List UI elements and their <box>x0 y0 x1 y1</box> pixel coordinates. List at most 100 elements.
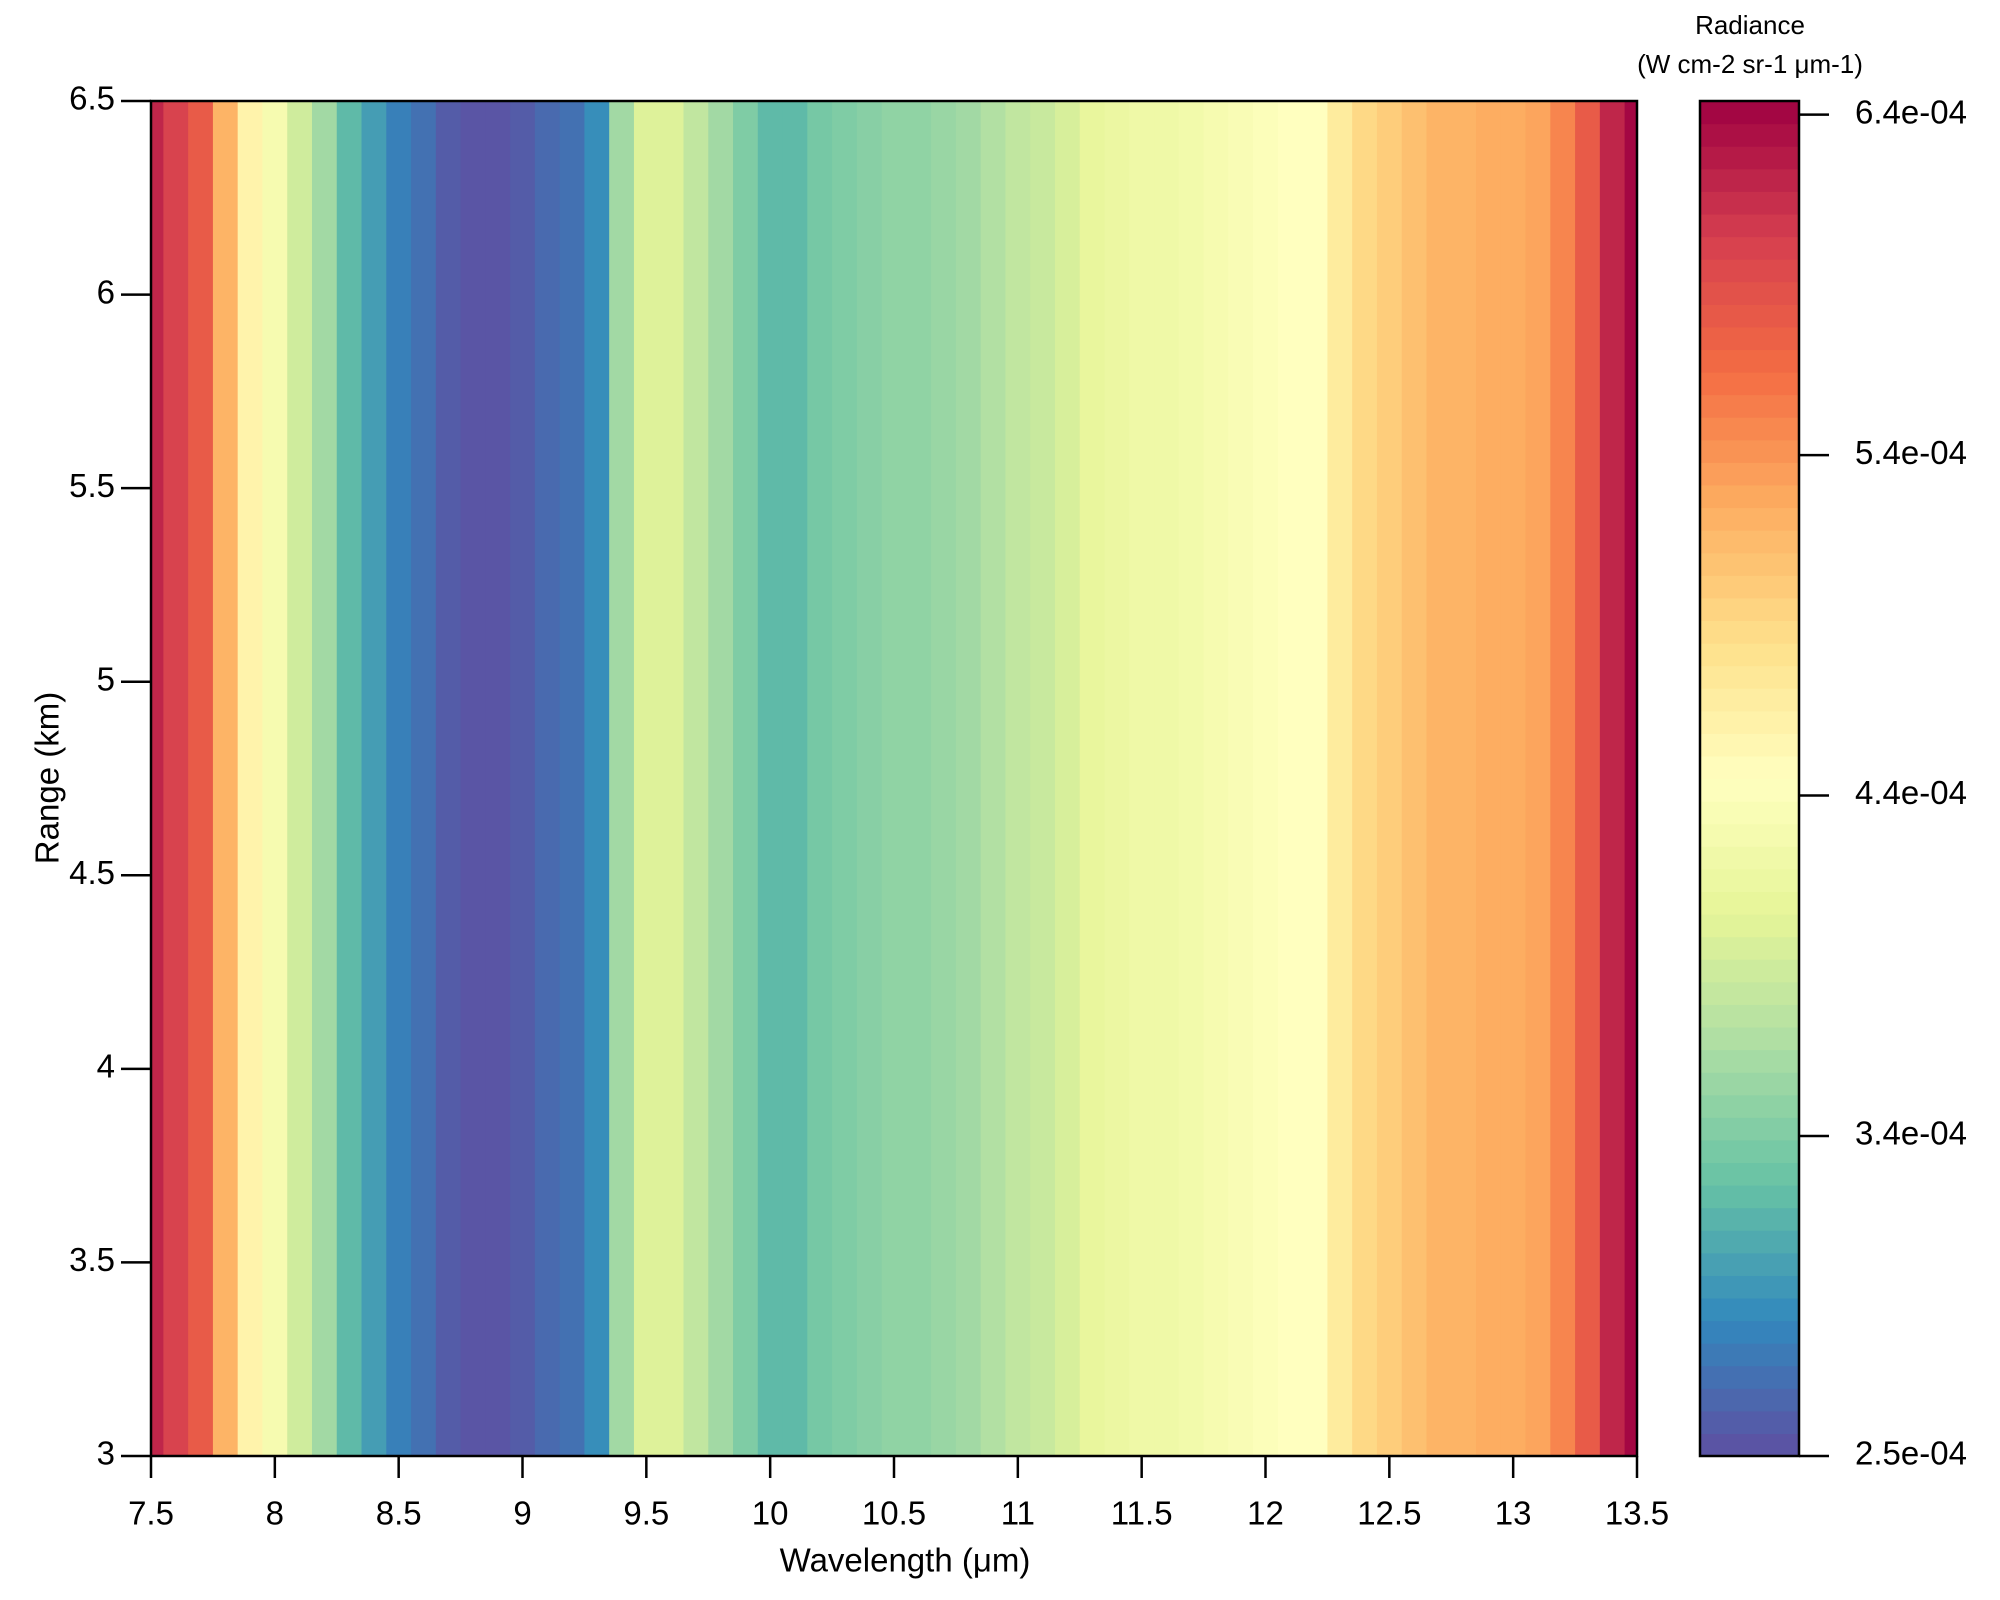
heatmap-cell <box>1203 101 1229 1456</box>
heatmap-cell <box>485 101 511 1456</box>
heatmap-cell <box>1079 101 1106 1456</box>
colorbar-swatch <box>1700 1275 1799 1299</box>
heatmap-cell <box>212 101 239 1456</box>
heatmap-cell <box>1104 101 1130 1456</box>
colorbar-swatch <box>1700 1343 1799 1367</box>
x-tick-label: 13 <box>1495 1495 1532 1532</box>
colorbar-swatch <box>1700 1365 1799 1389</box>
colorbar-swatch <box>1700 959 1799 983</box>
x-tick-label: 12.5 <box>1357 1495 1421 1532</box>
colorbar-swatch <box>1700 1230 1799 1254</box>
heatmap-cell <box>411 101 437 1456</box>
colorbar-tick-label: 4.4e-04 <box>1855 774 1967 811</box>
colorbar-swatch <box>1700 349 1799 373</box>
heatmap-cell <box>386 101 412 1456</box>
colorbar-swatch <box>1700 417 1799 441</box>
y-tick-label: 6.5 <box>69 80 115 117</box>
colorbar-swatch <box>1700 552 1799 576</box>
heatmap-cell <box>931 101 957 1456</box>
colorbar-swatch <box>1700 1094 1799 1118</box>
x-tick-label: 7.5 <box>128 1495 174 1532</box>
y-tick-label: 4 <box>97 1048 115 1085</box>
colorbar-swatch <box>1700 688 1799 712</box>
heatmap-cell <box>1253 101 1279 1456</box>
heatmap-cell <box>955 101 982 1456</box>
y-tick-label: 4.5 <box>69 854 115 891</box>
heatmap-cell <box>1005 101 1031 1456</box>
colorbar-swatch <box>1700 891 1799 915</box>
heatmap-cell <box>708 101 734 1456</box>
colorbar-swatch <box>1700 507 1799 531</box>
x-tick-label: 13.5 <box>1605 1495 1669 1532</box>
colorbar-swatch <box>1700 213 1799 238</box>
colorbar-swatch <box>1700 1185 1799 1209</box>
colorbar-swatch <box>1700 710 1799 734</box>
heatmap-cell <box>1599 101 1626 1456</box>
x-tick-label: 10.5 <box>862 1495 926 1532</box>
colorbar-tick-label: 2.5e-04 <box>1855 1435 1967 1472</box>
heatmap-cell <box>1054 101 1081 1456</box>
colorbar-swatch <box>1700 1433 1799 1457</box>
colorbar-swatch <box>1700 304 1799 328</box>
heatmap-cell <box>559 101 586 1456</box>
colorbar-swatch <box>1700 1252 1799 1276</box>
colorbar-title: (W cm-2 sr-1 μm-1) <box>1637 49 1863 79</box>
colorbar-swatch <box>1700 1139 1799 1164</box>
colorbar-tick-label: 6.4e-04 <box>1855 93 1967 130</box>
heatmap-cell <box>1401 101 1428 1456</box>
heatmap-cell <box>609 101 635 1456</box>
colorbar-swatch <box>1700 665 1799 689</box>
colorbar-swatch <box>1700 1004 1799 1028</box>
heatmap-cell <box>1228 101 1254 1456</box>
colorbar-swatch <box>1700 1320 1799 1344</box>
y-axis-label: Range (km) <box>29 692 66 864</box>
heatmap-cell <box>1624 101 1638 1456</box>
heatmap-cell <box>188 101 214 1456</box>
colorbar-swatch <box>1700 801 1799 825</box>
colorbar-swatch <box>1700 168 1799 192</box>
heatmap-cell <box>237 101 264 1456</box>
heatmap-cell <box>1178 101 1205 1456</box>
x-axis-label: Wavelength (μm) <box>780 1542 1031 1579</box>
heatmap-cell <box>1277 101 1304 1456</box>
colorbar-swatch <box>1700 575 1799 599</box>
heatmap-cell <box>1525 101 1551 1456</box>
heatmap-cell <box>906 101 932 1456</box>
x-tick-label: 11 <box>1001 1495 1035 1532</box>
x-tick-label: 11.5 <box>1111 1495 1173 1532</box>
colorbar-swatch <box>1700 1026 1799 1051</box>
heatmap-cell <box>1426 101 1452 1456</box>
colorbar-swatch <box>1700 1207 1799 1231</box>
colorbar-swatch <box>1700 733 1799 757</box>
x-tick-label: 9 <box>513 1495 531 1532</box>
colorbar-swatch <box>1700 326 1799 351</box>
y-tick-label: 6 <box>97 273 115 310</box>
y-tick-label: 5 <box>97 660 115 697</box>
heatmap-cell <box>336 101 363 1456</box>
heatmap-cell <box>1500 101 1527 1456</box>
colorbar-swatch <box>1700 1297 1799 1322</box>
heatmap-cell <box>1476 101 1502 1456</box>
colorbar-swatch <box>1700 372 1799 396</box>
heatmap-cell <box>757 101 784 1456</box>
x-tick-label: 12 <box>1247 1495 1284 1532</box>
colorbar-swatch <box>1700 597 1799 622</box>
heatmap-cell <box>1352 101 1378 1456</box>
heatmap-cell <box>1030 101 1056 1456</box>
colorbar-swatch <box>1700 146 1799 170</box>
heatmap-cell <box>683 101 709 1456</box>
colorbar-swatch <box>1700 101 1799 125</box>
heatmap-cell <box>262 101 288 1456</box>
x-tick-label: 10 <box>752 1495 789 1532</box>
heatmap-cell <box>832 101 858 1456</box>
heatmap-cell <box>435 101 462 1456</box>
x-tick-label: 9.5 <box>623 1495 669 1532</box>
y-tick-label: 3 <box>97 1435 115 1472</box>
colorbar-swatch <box>1700 778 1799 802</box>
colorbar-swatch <box>1700 236 1799 260</box>
colorbar-tick-label: 5.4e-04 <box>1855 434 1967 471</box>
heatmap-cell <box>633 101 660 1456</box>
colorbar-tick-label: 3.4e-04 <box>1855 1115 1967 1152</box>
colorbar-swatch <box>1700 1162 1799 1186</box>
colorbar-title: Radiance <box>1695 10 1805 40</box>
